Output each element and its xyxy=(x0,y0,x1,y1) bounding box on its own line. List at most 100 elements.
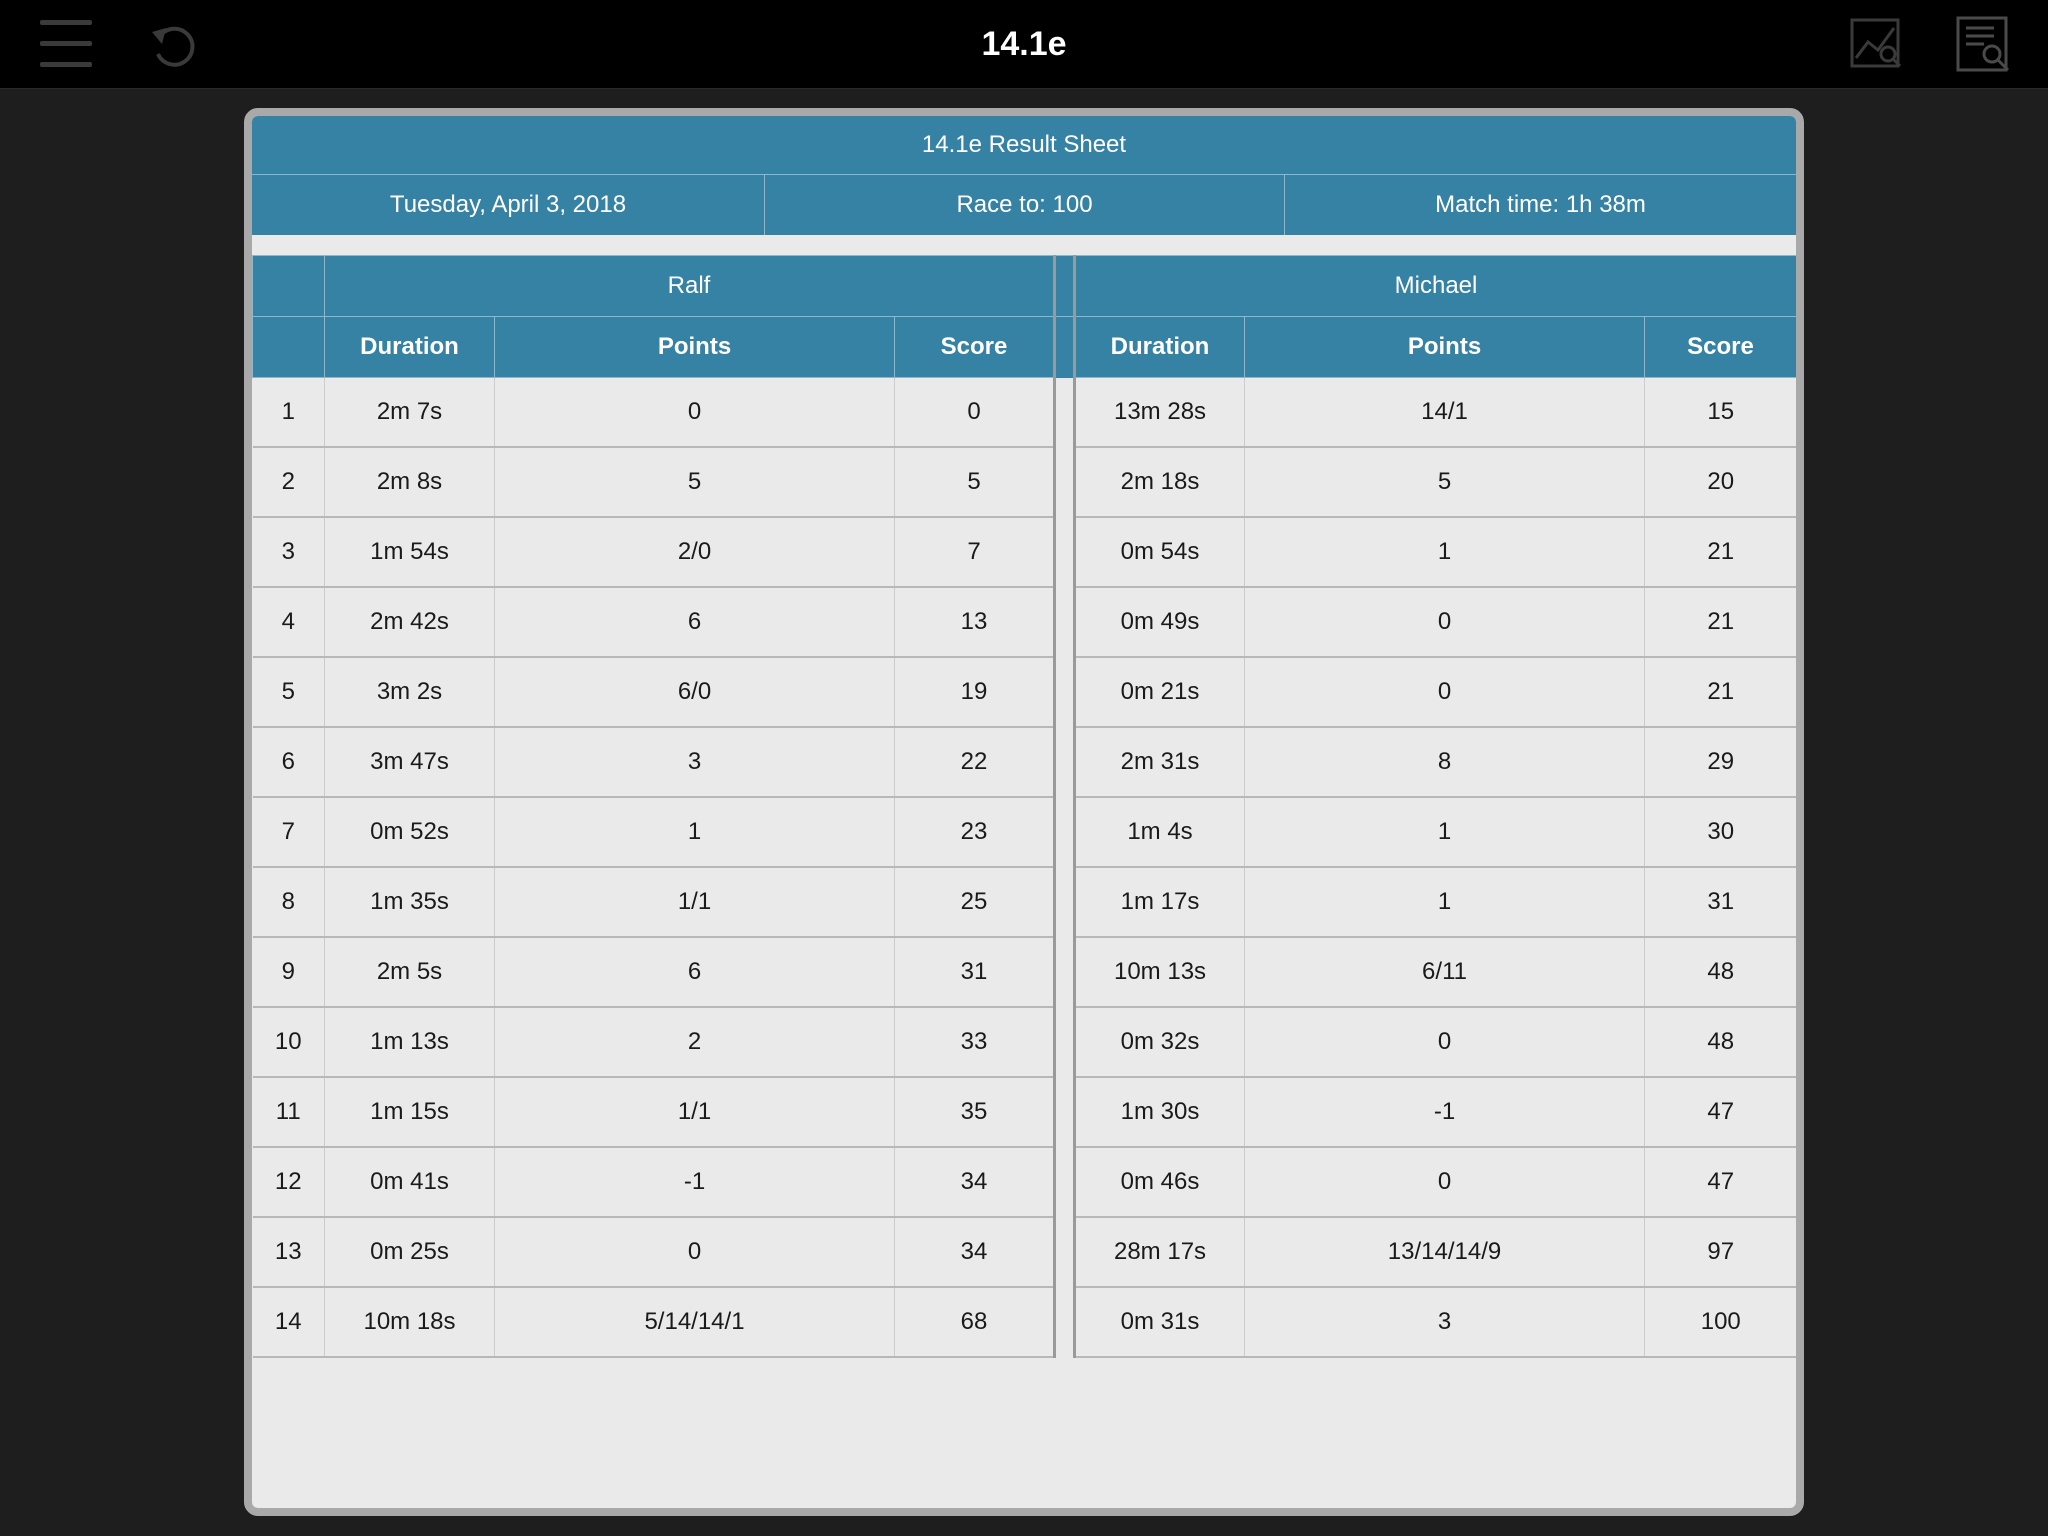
chart-icon xyxy=(1850,18,1902,68)
left-duration-cell: 2m 42s xyxy=(324,587,495,658)
right-score-cell: 47 xyxy=(1644,1147,1796,1218)
column-separator xyxy=(1053,517,1077,587)
inning-number-cell: 2 xyxy=(252,447,325,518)
right-duration-cell: 1m 30s xyxy=(1074,1077,1245,1148)
results-body: 1 2m 7s 0 0 13m 28s 14/1 15 2 2m 8s 5 5 2m 18s 5 20 3 1… xyxy=(252,377,1796,1358)
left-duration-cell: 2m 7s xyxy=(324,377,495,448)
table-row: 9 2m 5s 6 31 10m 13s 6/11 48 xyxy=(252,937,1796,1008)
column-separator xyxy=(1053,587,1077,657)
left-score-cell: 68 xyxy=(893,1287,1055,1358)
right-points-cell: 1 xyxy=(1244,517,1645,588)
result-sheet: 14.1e Result Sheet Tuesday, April 3, 201… xyxy=(244,108,1804,1516)
inning-number-cell: 7 xyxy=(252,797,325,868)
left-duration-cell: 1m 13s xyxy=(324,1007,495,1078)
inning-header-blank xyxy=(252,316,325,378)
left-points-cell: 1 xyxy=(494,797,895,868)
column-separator xyxy=(1053,255,1077,317)
left-points-cell: 6 xyxy=(494,937,895,1008)
left-duration-cell: 1m 54s xyxy=(324,517,495,588)
right-duration-cell: 1m 17s xyxy=(1074,867,1245,938)
table-row: 5 3m 2s 6/0 19 0m 21s 0 21 xyxy=(252,657,1796,728)
right-points-cell: 0 xyxy=(1244,1147,1645,1218)
table-row: 6 3m 47s 3 22 2m 31s 8 29 xyxy=(252,727,1796,798)
left-duration-cell: 2m 8s xyxy=(324,447,495,518)
right-score-cell: 15 xyxy=(1644,377,1796,448)
menu-button[interactable] xyxy=(36,14,96,74)
right-points-cell: 13/14/14/9 xyxy=(1244,1217,1645,1288)
left-points-cell: 0 xyxy=(494,377,895,448)
left-points-cell: 5/14/14/1 xyxy=(494,1287,895,1358)
right-score-header: Score xyxy=(1644,316,1796,378)
column-separator xyxy=(1053,316,1077,378)
inning-number-cell: 4 xyxy=(252,587,325,658)
column-separator xyxy=(1053,797,1077,867)
left-points-cell: 0 xyxy=(494,1217,895,1288)
inning-number-cell: 12 xyxy=(252,1147,325,1218)
right-score-cell: 29 xyxy=(1644,727,1796,798)
column-separator xyxy=(1053,1217,1077,1287)
app-title: 14.1e xyxy=(981,25,1067,63)
sheet-title: 14.1e Result Sheet xyxy=(252,116,1796,175)
right-score-cell: 31 xyxy=(1644,867,1796,938)
right-score-cell: 48 xyxy=(1644,937,1796,1008)
undo-button[interactable] xyxy=(144,14,204,74)
left-duration-cell: 0m 41s xyxy=(324,1147,495,1218)
column-separator xyxy=(1053,447,1077,517)
match-date: Tuesday, April 3, 2018 xyxy=(389,191,627,218)
right-points-cell: 0 xyxy=(1244,1007,1645,1078)
left-score-cell: 31 xyxy=(893,937,1055,1008)
left-duration-cell: 10m 18s xyxy=(324,1287,495,1358)
right-points-cell: 5 xyxy=(1244,447,1645,518)
match-info-row: Tuesday, April 3, 2018 Race to: 100 Matc… xyxy=(252,175,1796,235)
inning-number-cell: 6 xyxy=(252,727,325,798)
inning-number-cell: 1 xyxy=(252,377,325,448)
left-score-cell: 7 xyxy=(893,517,1055,588)
left-duration-header: Duration xyxy=(324,316,495,378)
table-row: 2 2m 8s 5 5 2m 18s 5 20 xyxy=(252,447,1796,518)
table-row: 13 0m 25s 0 34 28m 17s 13/14/14/9 97 xyxy=(252,1217,1796,1288)
left-points-cell: -1 xyxy=(494,1147,895,1218)
table-row: 1 2m 7s 0 0 13m 28s 14/1 15 xyxy=(252,377,1796,448)
right-points-cell: 0 xyxy=(1244,587,1645,658)
inning-number-cell: 9 xyxy=(252,937,325,1008)
left-points-cell: 2 xyxy=(494,1007,895,1078)
left-score-cell: 33 xyxy=(893,1007,1055,1078)
right-duration-cell: 13m 28s xyxy=(1074,377,1245,448)
player-left-name: Ralf xyxy=(323,255,1056,317)
spacer xyxy=(252,235,1796,255)
left-points-cell: 2/0 xyxy=(494,517,895,588)
left-score-cell: 0 xyxy=(893,377,1055,448)
inning-header-blank xyxy=(252,255,325,317)
left-score-cell: 35 xyxy=(893,1077,1055,1148)
left-duration-cell: 2m 5s xyxy=(324,937,495,1008)
race-to: Race to: 100 xyxy=(764,175,1284,235)
right-points-cell: 0 xyxy=(1244,657,1645,728)
menu-icon xyxy=(40,20,92,67)
left-duration-cell: 1m 15s xyxy=(324,1077,495,1148)
table-row: 12 0m 41s -1 34 0m 46s 0 47 xyxy=(252,1147,1796,1218)
left-score-cell: 22 xyxy=(893,727,1055,798)
right-score-cell: 47 xyxy=(1644,1077,1796,1148)
chart-button[interactable] xyxy=(1846,14,1906,74)
player-header-row: Ralf Michael xyxy=(252,255,1796,317)
left-duration-cell: 0m 25s xyxy=(324,1217,495,1288)
left-score-cell: 13 xyxy=(893,587,1055,658)
left-points-cell: 1/1 xyxy=(494,1077,895,1148)
left-points-cell: 1/1 xyxy=(494,867,895,938)
report-search-button[interactable] xyxy=(1954,14,2014,74)
left-duration-cell: 0m 52s xyxy=(324,797,495,868)
inning-number-cell: 11 xyxy=(252,1077,325,1148)
inning-number-cell: 3 xyxy=(252,517,325,588)
right-points-cell: 14/1 xyxy=(1244,377,1645,448)
right-duration-cell: 10m 13s xyxy=(1074,937,1245,1008)
right-score-cell: 30 xyxy=(1644,797,1796,868)
column-separator xyxy=(1053,657,1077,727)
left-score-header: Score xyxy=(893,316,1056,378)
table-row: 8 1m 35s 1/1 25 1m 17s 1 31 xyxy=(252,867,1796,938)
column-separator xyxy=(1053,377,1077,447)
right-duration-header: Duration xyxy=(1074,316,1246,378)
left-points-header: Points xyxy=(494,316,895,378)
table-row: 3 1m 54s 2/0 7 0m 54s 1 21 xyxy=(252,517,1796,588)
right-duration-cell: 0m 46s xyxy=(1074,1147,1245,1218)
results-table: Ralf Michael Duration Points Score Durat… xyxy=(252,255,1796,1358)
